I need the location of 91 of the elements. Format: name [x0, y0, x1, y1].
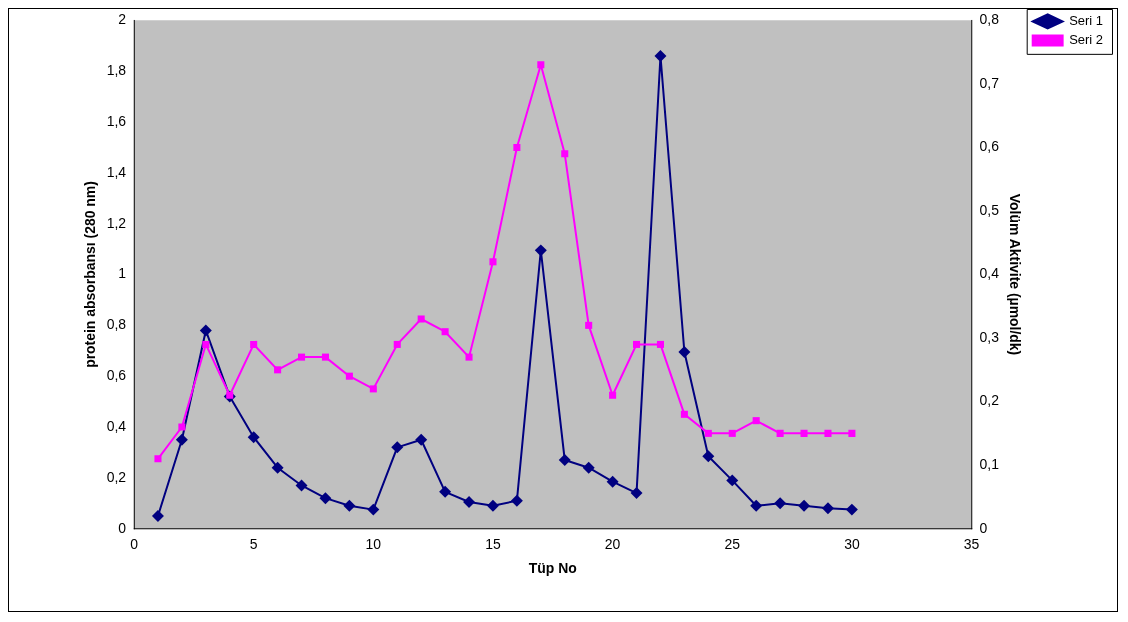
point	[704, 429, 712, 437]
point	[510, 494, 523, 507]
point	[513, 143, 521, 151]
point	[199, 324, 212, 337]
point	[582, 461, 595, 474]
y2-tick-label: 0,1	[979, 455, 1000, 472]
point	[630, 487, 643, 500]
y-tick-label: 1,8	[106, 62, 127, 79]
point	[824, 429, 832, 437]
y-tick-label: 0,2	[106, 468, 127, 485]
x-tick-label: 25	[724, 535, 741, 552]
x-tick-label: 30	[844, 535, 860, 552]
point	[367, 503, 380, 516]
point	[585, 321, 593, 329]
point	[463, 496, 476, 508]
legend-label: Seri 2	[1069, 31, 1103, 47]
point	[369, 385, 377, 393]
point	[178, 423, 186, 431]
point	[321, 353, 329, 361]
point	[439, 485, 452, 498]
y2-tick-label: 0,7	[979, 74, 1000, 91]
y2-tick-label: 0,5	[979, 201, 1000, 218]
point	[295, 479, 308, 492]
point	[609, 391, 617, 399]
point	[821, 502, 834, 515]
point	[752, 417, 760, 425]
point	[486, 499, 499, 512]
y-tick-label: 2	[118, 11, 127, 28]
point	[441, 328, 449, 336]
point	[343, 499, 356, 512]
point	[800, 429, 808, 437]
point	[726, 474, 739, 487]
point	[465, 353, 473, 361]
y2-tick-label: 0,6	[979, 138, 1000, 155]
point	[417, 315, 425, 323]
point	[774, 497, 787, 510]
point	[654, 49, 667, 62]
y2-tick-label: 0,3	[979, 328, 1000, 345]
point	[606, 475, 619, 488]
x-tick-label: 0	[130, 535, 139, 552]
point	[561, 150, 569, 158]
point	[274, 366, 282, 374]
x-axis-title: Tüp No	[528, 559, 577, 576]
y2-tick-label: 0,4	[979, 265, 1000, 282]
point	[175, 433, 188, 446]
y2-axis-title: Volüm Aktivite (µmol/dk)	[1007, 193, 1024, 356]
point	[250, 340, 258, 348]
point	[415, 433, 428, 446]
x-tick-label: 15	[485, 535, 501, 552]
x-tick-label: 35	[963, 535, 980, 552]
point	[656, 340, 664, 348]
point	[391, 441, 404, 454]
x-tick-label: 20	[604, 535, 621, 552]
point	[271, 461, 284, 474]
y2-tick-label: 0,2	[979, 392, 1000, 409]
y-tick-label: 1,6	[106, 112, 127, 129]
point	[247, 431, 260, 444]
y-axis-title: protein absorbansı (280 nm)	[82, 181, 99, 368]
x-tick-label: 10	[365, 535, 382, 552]
point	[489, 258, 497, 266]
point	[776, 429, 784, 437]
y-tick-label: 0,8	[106, 316, 127, 333]
point	[702, 450, 715, 463]
point	[633, 340, 641, 348]
point	[319, 492, 332, 505]
point	[728, 429, 736, 437]
y-tick-label: 1	[118, 265, 127, 282]
point	[845, 503, 858, 516]
point	[151, 509, 164, 522]
point	[798, 499, 811, 512]
point	[558, 454, 571, 467]
point	[750, 499, 763, 512]
point	[298, 353, 306, 361]
point	[678, 346, 691, 359]
y-tick-label: 0,6	[106, 367, 127, 384]
legend-label: Seri 1	[1069, 13, 1103, 29]
y-tick-label: 0	[118, 519, 127, 536]
y-tick-label: 0,4	[106, 417, 127, 434]
point	[345, 372, 353, 380]
y-tick-label: 1,4	[106, 163, 127, 180]
point	[393, 340, 401, 348]
point	[154, 455, 162, 463]
point	[534, 244, 547, 257]
y2-tick-label: 0	[979, 519, 988, 536]
point	[202, 340, 210, 348]
point	[537, 61, 545, 69]
point	[848, 429, 856, 437]
y2-tick-label: 0,8	[979, 11, 1000, 28]
x-tick-label: 5	[249, 535, 258, 552]
y-tick-label: 1,2	[106, 214, 127, 231]
point	[680, 410, 688, 418]
